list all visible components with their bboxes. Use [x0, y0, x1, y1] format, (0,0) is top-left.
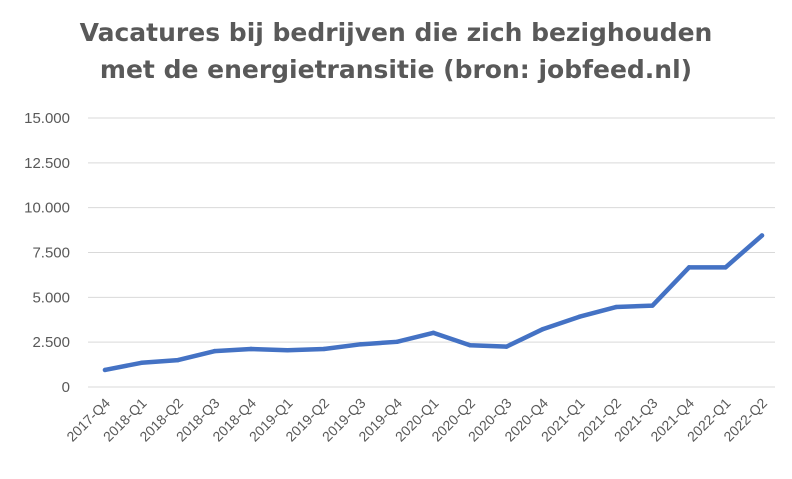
data-point [102, 367, 108, 373]
data-point [759, 233, 765, 238]
data-point [358, 342, 363, 347]
data-point [394, 339, 400, 345]
data-point [723, 265, 728, 270]
data-point [248, 346, 254, 352]
y-tick-label: 15.000 [24, 110, 70, 127]
y-tick-label: 12.500 [24, 155, 70, 172]
chart-title-line-2: met de energietransitie (bron: jobfeed.n… [99, 55, 693, 84]
data-point [175, 357, 181, 363]
y-tick-label: 2.500 [32, 334, 70, 351]
data-point [613, 304, 619, 310]
y-tick-label: 7.500 [32, 245, 70, 262]
data-point [686, 265, 692, 270]
series-line [102, 233, 765, 373]
y-tick-label: 10.000 [24, 200, 70, 217]
data-point [577, 314, 582, 319]
data-point [139, 360, 144, 365]
y-tick-label: 5.000 [32, 289, 70, 306]
data-point [467, 343, 473, 348]
data-point [504, 344, 509, 349]
data-point [321, 346, 327, 352]
data-point [650, 303, 655, 308]
data-point [285, 348, 290, 353]
y-tick-label: 0 [62, 379, 70, 396]
data-point [431, 330, 436, 336]
chart-title: Vacatures bij bedrijven die zich bezigho… [0, 14, 792, 88]
chart-title-line-1: Vacatures bij bedrijven die zich bezigho… [79, 18, 713, 47]
data-point [212, 348, 217, 354]
data-point [540, 326, 546, 332]
